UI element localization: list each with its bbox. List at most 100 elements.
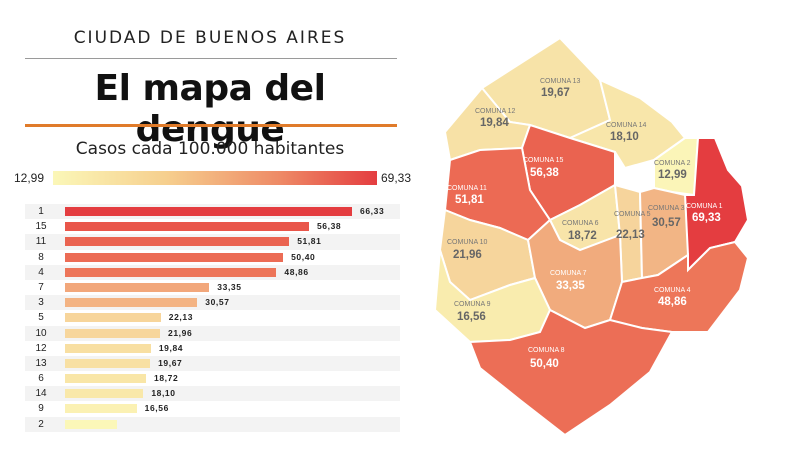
table-row: 10 21,96 (25, 325, 400, 341)
comuna-7-value: 33,35 (556, 280, 585, 292)
comuna-11-label: COMUNA 11 (447, 185, 487, 192)
comuna-10-value: 21,96 (453, 249, 482, 261)
comuna-8-region (468, 308, 674, 437)
data-label: 51,81 (297, 236, 322, 247)
data-label: 18,10 (151, 388, 176, 399)
bar (65, 358, 151, 368)
comuna-14-value: 18,10 (610, 131, 639, 143)
comuna-number: 7 (38, 281, 44, 293)
scale-min-label: 12,99 (14, 171, 45, 185)
comuna-1-label: COMUNA 1 (686, 203, 723, 210)
table-row: 6 18,72 (25, 371, 400, 386)
ranking-table: 1 66,33 15 56,38 11 51,81 8 50,40 4 48,86 7 33,35 3 3… (25, 204, 400, 432)
comuna-number: 13 (35, 357, 47, 369)
data-label: 50,40 (291, 251, 316, 262)
comuna-12-value: 19,84 (480, 117, 509, 129)
bar (65, 298, 198, 308)
comuna-4-value: 48,86 (658, 296, 687, 308)
comuna-number: 11 (35, 236, 47, 248)
data-label: 66,33 (360, 206, 385, 216)
table-row: 4 48,86 (25, 264, 400, 280)
bar (65, 237, 290, 247)
comuna-7-label: COMUNA 7 (550, 270, 587, 277)
comuna-9-label: COMUNA 9 (454, 301, 491, 308)
comuna-3-value: 30,57 (652, 217, 681, 229)
bar (65, 328, 161, 338)
comuna-3-label: COMUNA 3 (648, 205, 685, 212)
table-row: 13 19,67 (25, 355, 400, 372)
table-row: 15 56,38 (25, 219, 400, 234)
bar (65, 252, 284, 262)
bar (65, 207, 353, 216)
data-label: 33,35 (217, 281, 242, 292)
comunas-map: COMUNA 13 19,67 COMUNA 12 19,84 COMUNA 1… (433, 36, 750, 437)
comuna-6-label: COMUNA 6 (562, 220, 599, 227)
scale-max-label: 69,33 (381, 171, 412, 185)
comuna-number: 2 (38, 418, 44, 430)
subtitle: Casos cada 100.000 habitantes (75, 139, 345, 159)
comuna-1-value: 69,33 (692, 212, 721, 224)
comuna-number: 4 (38, 266, 44, 278)
table-row: 8 50,40 (25, 250, 400, 265)
comuna-13-label: COMUNA 13 (540, 78, 581, 85)
data-label: 18,72 (154, 373, 179, 384)
comuna-number: 10 (35, 327, 47, 339)
comuna-9-value: 16,56 (457, 311, 486, 323)
comuna-6-value: 18,72 (568, 230, 597, 242)
bar (65, 222, 309, 232)
data-label: 19,67 (158, 357, 183, 368)
comuna-2-label: COMUNA 2 (654, 160, 691, 167)
comuna-number: 5 (38, 312, 44, 324)
page-title: El mapa del dengue (94, 68, 326, 150)
comuna-number: 12 (35, 342, 47, 354)
bar (65, 389, 144, 399)
comuna-10-label: COMUNA 10 (447, 239, 488, 246)
data-label: 16,56 (144, 403, 169, 414)
comuna-number: 1 (38, 206, 44, 217)
title-underline (25, 124, 397, 127)
comuna-number: 15 (35, 221, 47, 233)
comuna-4-label: COMUNA 4 (654, 287, 691, 294)
comuna-12-label: COMUNA 12 (475, 108, 516, 115)
table-row: 2 (25, 416, 400, 432)
title-rule (25, 58, 397, 59)
table-row: 11 51,81 (25, 234, 400, 250)
bar (65, 404, 137, 414)
bar (65, 313, 161, 323)
data-label: 21,96 (168, 327, 193, 338)
comuna-8-value: 50,40 (530, 358, 559, 370)
bar (65, 267, 277, 277)
comuna-15-label: COMUNA 15 (523, 157, 564, 164)
comuna-number: 9 (38, 403, 44, 415)
bar (65, 282, 210, 292)
bar (65, 343, 151, 353)
data-label: 19,84 (158, 342, 184, 353)
comuna-13-value: 19,67 (541, 87, 570, 99)
table-row: 14 18,10 (25, 386, 400, 402)
comuna-number: 6 (38, 373, 44, 385)
data-label: 30,57 (205, 297, 230, 308)
comuna-number: 3 (38, 297, 44, 309)
table-row: 12 19,84 (25, 341, 400, 356)
data-label: 48,86 (284, 266, 309, 277)
comuna-5-label: COMUNA 5 (614, 211, 651, 218)
color-scale-bar (53, 171, 377, 185)
table-row: 9 16,56 (25, 401, 400, 416)
comuna-number: 14 (35, 388, 47, 400)
comuna-2-value: 12,99 (658, 169, 687, 181)
table-row: 1 66,33 (25, 204, 400, 220)
table-row: 5 22,13 (25, 310, 400, 325)
comuna-8-label: COMUNA 8 (528, 347, 565, 354)
table-row: 7 33,35 (25, 280, 400, 295)
data-label: 56,38 (316, 221, 342, 232)
table-row: 3 30,57 (25, 295, 400, 311)
bar (65, 419, 117, 429)
bar (65, 374, 146, 384)
comuna-15-value: 56,38 (530, 167, 559, 179)
comuna-number: 8 (38, 251, 44, 263)
comuna-11-value: 51,81 (455, 194, 484, 206)
comuna-14-label: COMUNA 14 (606, 122, 647, 129)
kicker: CIUDAD DE BUENOS AIRES (73, 28, 347, 48)
comuna-5-value: 22,13 (616, 229, 645, 241)
data-label: 22,13 (168, 312, 194, 323)
